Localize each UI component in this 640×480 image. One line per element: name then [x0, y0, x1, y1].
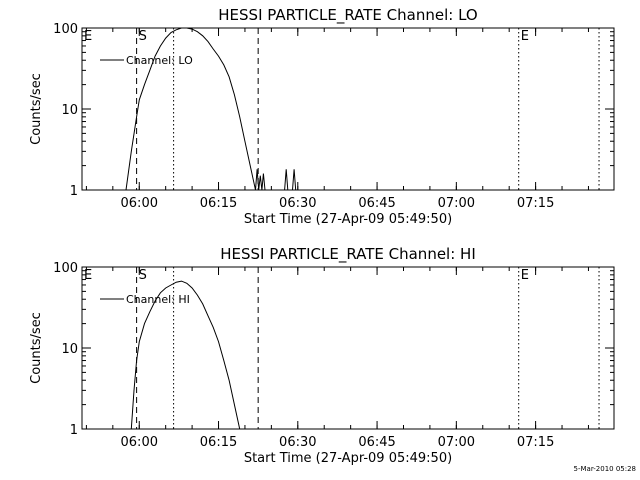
panel1-y-axis-label: Counts/sec	[29, 73, 44, 145]
panel1-marker-label: S	[139, 29, 147, 44]
panel1-series-line	[125, 27, 297, 191]
panel1-x-tick-label: 07:15	[517, 196, 554, 211]
panel1-x-axis-label: Start Time (27-Apr-09 05:49:50)	[244, 212, 452, 227]
panel1-y-tick-label: 100	[53, 22, 78, 37]
panel2-marker-label: E	[521, 268, 529, 283]
panel1-plot-frame	[81, 27, 615, 191]
panel2-x-tick-label: 06:30	[279, 435, 316, 450]
panel2-x-tick-label: 06:15	[200, 435, 237, 450]
panel1-y-tick-label: 10	[61, 103, 78, 118]
panel2-marker-label: E	[84, 268, 92, 283]
panel1-x-tick-label: 06:00	[121, 196, 158, 211]
panel2-marker-label: S	[139, 268, 147, 283]
panel2-x-axis-label: Start Time (27-Apr-09 05:49:50)	[244, 451, 452, 466]
panel1-marker-label: E	[521, 29, 529, 44]
panel2-x-tick-label: 07:00	[438, 435, 475, 450]
panel1-x-tick-label: 06:15	[200, 196, 237, 211]
panel1-title: HESSI PARTICLE_RATE Channel: LO	[218, 6, 477, 25]
panel1-x-tick-label: 07:00	[438, 196, 475, 211]
panel1-y-tick-label: 1	[70, 184, 78, 199]
panel2-y-tick-label: 100	[53, 261, 78, 276]
panel2-series-line	[130, 280, 241, 430]
panel2-legend-label: Channel: HI	[126, 293, 190, 306]
timestamp-stamp: 5-Mar-2010 05:28	[573, 465, 636, 473]
panel2-y-tick-label: 10	[61, 342, 78, 357]
panel1-x-tick-label: 06:30	[279, 196, 316, 211]
panel2-y-axis-label: Counts/sec	[29, 312, 44, 384]
panel2-x-tick-label: 06:00	[121, 435, 158, 450]
panel2-y-tick-label: 1	[70, 423, 78, 438]
panel1-x-tick-label: 06:45	[358, 196, 395, 211]
panel1-marker-label: E	[84, 29, 92, 44]
panel1-legend-label: Channel: LO	[126, 54, 193, 67]
panel2-x-tick-label: 06:45	[358, 435, 395, 450]
panel2-title: HESSI PARTICLE_RATE Channel: HI	[220, 245, 476, 264]
panel2-x-tick-label: 07:15	[517, 435, 554, 450]
